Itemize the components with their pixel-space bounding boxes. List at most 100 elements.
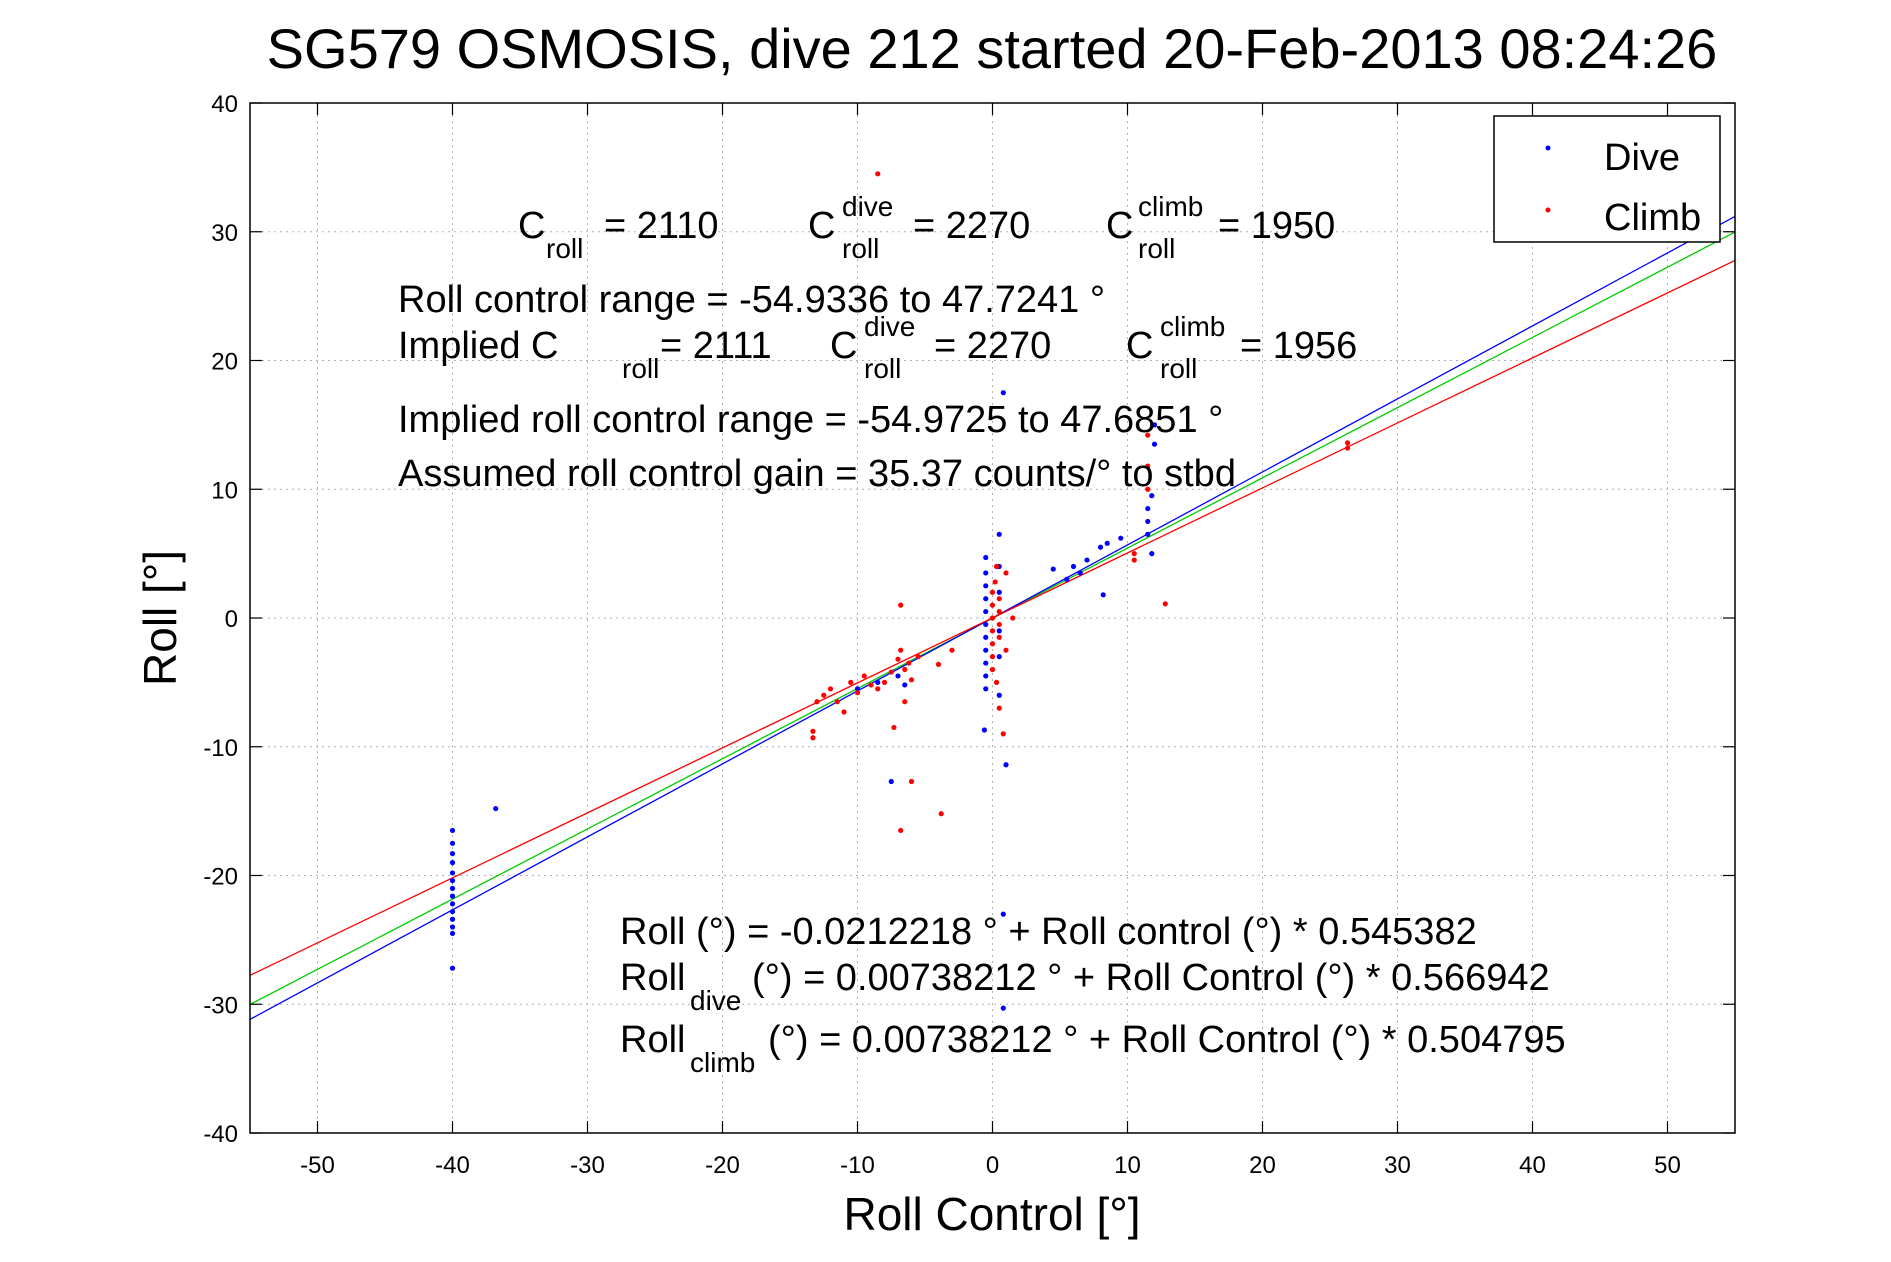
climb-point [915,654,921,660]
climb-point [902,699,908,705]
climb-point [989,654,996,660]
climb-point [848,679,854,685]
climb-point [996,705,1002,711]
climb-point [993,563,1000,570]
climb-point [827,686,834,692]
y-tick-label: 30 [211,220,238,247]
y-axis-label: Roll [°] [134,550,186,686]
implied-c-climb-base: C [1126,325,1153,367]
dive-point [996,589,1002,595]
climb-point [1145,486,1151,492]
dive-point [1149,551,1155,557]
dive-point [983,686,989,692]
climb-point [888,669,894,675]
dive-point [996,531,1002,537]
climb-point [898,647,904,653]
dive-point [1145,518,1151,525]
climb-point [841,709,847,715]
legend-climb-label: Climb [1604,197,1701,239]
eq-dive-base: Roll [620,957,685,999]
dive-point [983,608,989,615]
implied-c-climb-value: = 1956 [1240,325,1357,367]
climb-point [938,811,944,817]
c-dive-sup: dive [842,191,893,222]
implied-c-dive-annotation: C dive roll = 2270 [830,311,1051,384]
dive-point [449,851,456,857]
climb-point [895,656,901,662]
climb-point [902,666,908,673]
climb-point [989,641,996,647]
climb-point [996,621,1002,628]
dive-point [983,673,989,679]
climb-point [906,660,912,666]
dive-point [449,908,456,915]
climb-point [868,682,874,688]
eq-climb-sub: climb [690,1047,755,1078]
dive-point [449,860,456,866]
x-tick-label: 0 [986,1152,999,1179]
dive-point [449,870,456,876]
y-tick-label: 10 [211,477,238,504]
dive-point [983,647,989,653]
y-tick-label: -20 [203,864,238,891]
y-tick-label: 40 [211,91,238,118]
climb-point [814,699,820,705]
x-tick-label: 10 [1114,1152,1141,1179]
dive-point [449,924,456,930]
dive-point [1070,563,1077,570]
fit-equation-dive: Roll dive (°) = 0.00738212 ° + Roll Cont… [620,957,1550,1016]
dive-point [983,634,989,640]
c-dive-base: C [808,205,835,247]
climb-point [861,673,867,679]
climb-point [1131,551,1137,557]
dive-point [449,827,456,834]
dive-point [1000,911,1006,917]
dive-point [1097,544,1104,550]
dive-point [1151,422,1158,428]
roll-control-range: Roll control range = -54.9336 to 47.7241… [398,279,1105,321]
dive-point [983,554,989,561]
climb-point [989,589,996,595]
climb-point [996,596,1002,602]
x-axis-label: Roll Control [°] [843,1188,1140,1240]
eq-climb-rest: (°) = 0.00738212 ° + Roll Control (°) * … [768,1019,1566,1061]
dive-point [996,654,1002,660]
implied-roll-control-range: Implied roll control range = -54.9725 to… [398,399,1223,441]
dive-point [449,901,456,907]
climb-point [935,661,942,667]
dive-point [449,878,456,884]
dive-point [1003,762,1009,768]
c-dive-annotation: C dive roll = 2270 [808,191,1030,264]
climb-point [881,679,888,685]
dive-point [996,692,1002,698]
eq-climb-base: Roll [620,1019,685,1061]
dive-point [888,778,894,785]
y-axis-ticks: 40 30 20 10 0 -10 -20 -30 -40 [203,91,1735,1148]
dive-point [1118,535,1124,541]
dive-point [1000,1005,1006,1011]
dive-point [1145,505,1151,512]
dive-point [996,628,1002,634]
implied-c-value: = 2111 [660,325,772,367]
climb-point [875,686,881,692]
c-climb-value: = 1950 [1218,205,1335,247]
c-roll-sub: roll [546,233,583,264]
dive-point [1084,557,1090,563]
implied-c-sub: roll [622,353,659,384]
dive-point [981,727,988,733]
climb-point [875,171,881,177]
y-tick-label: 20 [211,349,238,376]
dive-point [983,583,989,589]
y-tick-label: 0 [225,606,238,633]
implied-c-dive-sub: roll [864,353,901,384]
dive-point [1149,493,1155,499]
data-points [449,171,1351,1011]
climb-point [996,608,1002,615]
climb-point [949,647,955,653]
dive-point [449,965,456,971]
c-dive-sub: roll [842,233,879,264]
dive-point [1151,441,1158,447]
climb-point [1344,445,1351,451]
c-roll-annotation: C roll = 2110 [518,205,718,264]
climb-point [898,827,904,834]
